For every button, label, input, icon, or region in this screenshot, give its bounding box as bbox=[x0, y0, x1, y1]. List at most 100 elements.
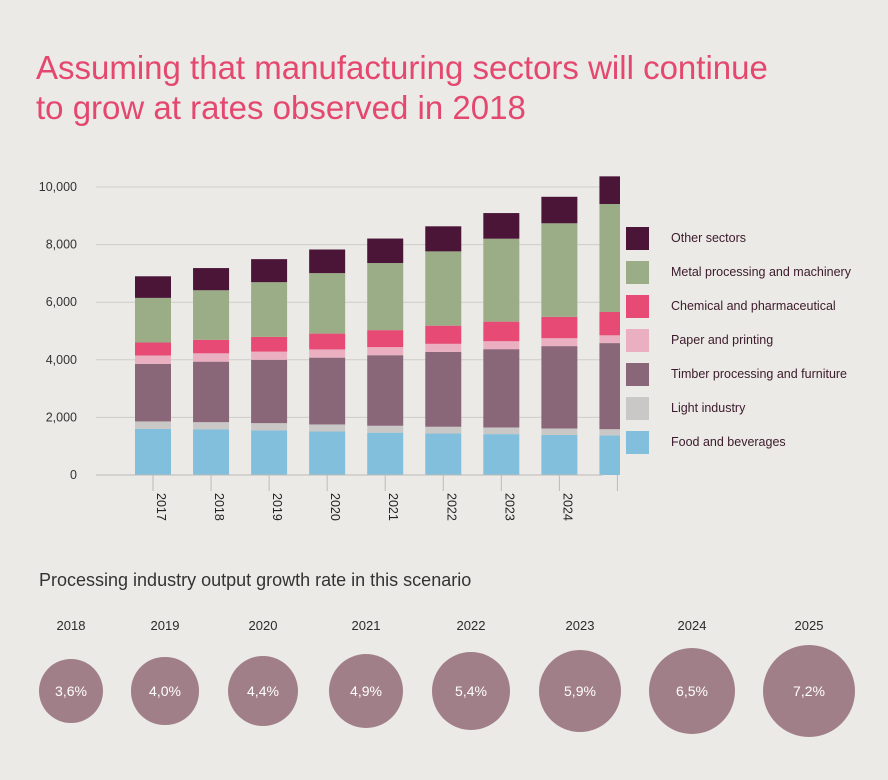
legend-swatch bbox=[626, 430, 649, 454]
legend-swatch bbox=[626, 328, 649, 352]
bar-segment bbox=[599, 176, 620, 204]
legend-item: Timber processing and furniture bbox=[626, 362, 847, 386]
bar-segment bbox=[251, 282, 288, 337]
bar-segment bbox=[541, 428, 578, 435]
bar-segment bbox=[193, 429, 230, 475]
bar-segment bbox=[541, 223, 578, 317]
bar-segment bbox=[483, 349, 520, 428]
y-tick-label: 10,000 bbox=[39, 180, 77, 194]
x-tick-label: 2025 bbox=[618, 493, 620, 521]
growth-year-label: 2022 bbox=[456, 618, 486, 633]
bar-segment bbox=[309, 431, 346, 475]
bar-segment bbox=[425, 433, 462, 475]
bar-segment bbox=[135, 276, 171, 298]
legend-item: Other sectors bbox=[626, 226, 746, 250]
growth-year-label: 2021 bbox=[351, 618, 381, 633]
bar-segment bbox=[425, 426, 462, 434]
bar-segment bbox=[309, 349, 346, 358]
bar-segment bbox=[425, 251, 462, 326]
bar-segment bbox=[367, 263, 404, 331]
bar-segment bbox=[135, 297, 171, 343]
bar-segment bbox=[599, 343, 620, 430]
bar-segment bbox=[135, 421, 171, 429]
y-tick-label: 8,000 bbox=[46, 238, 77, 252]
bar-segment bbox=[193, 339, 230, 354]
legend-item: Metal processing and machinery bbox=[626, 260, 851, 284]
y-tick-label: 2,000 bbox=[46, 410, 77, 424]
bar-segment bbox=[367, 355, 404, 426]
x-tick-label: 2019 bbox=[270, 493, 284, 521]
bar-segment bbox=[135, 355, 171, 364]
x-tick-label: 2023 bbox=[502, 493, 516, 521]
chart-title: Assuming that manufacturing sectors will… bbox=[36, 48, 856, 128]
chart-title-line-2: to grow at rates observed in 2018 bbox=[36, 89, 526, 126]
bar-segment bbox=[541, 338, 578, 347]
y-tick-label: 4,000 bbox=[46, 353, 77, 367]
bar-segment bbox=[367, 238, 404, 264]
growth-year-label: 2025 bbox=[794, 618, 824, 633]
stacked-bar-chart: 0 2,000 4,000 6,000 8,000 10,000 2017 2018 2019 2… bbox=[39, 176, 620, 521]
bar-segment bbox=[599, 311, 620, 336]
chart-title-line-1: Assuming that manufacturing sectors will… bbox=[36, 49, 768, 86]
legend-swatch bbox=[626, 294, 649, 318]
legend-label: Paper and printing bbox=[671, 333, 774, 347]
bar-segment bbox=[599, 435, 620, 475]
bar-segment bbox=[541, 346, 578, 429]
growth-rate-circle: 5,9% bbox=[539, 650, 621, 732]
legend-swatch bbox=[626, 396, 649, 420]
bar-segment bbox=[367, 432, 404, 475]
bar-segment bbox=[251, 430, 288, 475]
bar-segment bbox=[367, 425, 404, 433]
bar-segment bbox=[251, 423, 288, 431]
bar-segment bbox=[309, 357, 346, 425]
legend-swatch bbox=[626, 260, 649, 284]
bar-segment bbox=[193, 290, 230, 340]
growth-year-label: 2020 bbox=[248, 618, 278, 633]
bar-segment bbox=[193, 268, 230, 291]
bar-segment bbox=[367, 347, 404, 356]
growth-year-label: 2019 bbox=[150, 618, 180, 633]
growth-rate-circle: 7,2% bbox=[763, 645, 855, 737]
bar-segment bbox=[135, 363, 171, 422]
x-tick-label: 2024 bbox=[560, 493, 574, 521]
x-tick-label: 2021 bbox=[386, 493, 400, 521]
bar-segment bbox=[193, 353, 230, 362]
bar-segment bbox=[309, 333, 346, 350]
bar-segment bbox=[251, 259, 288, 283]
bar-segment bbox=[541, 316, 578, 339]
bar-segment bbox=[425, 226, 462, 252]
bar-segment bbox=[425, 343, 462, 352]
legend-label: Food and beverages bbox=[671, 435, 786, 449]
bar-segment bbox=[541, 434, 578, 475]
legend-item: Chemical and pharmaceutical bbox=[626, 294, 836, 318]
bar-segment bbox=[251, 336, 288, 352]
legend-label: Other sectors bbox=[671, 231, 747, 245]
legend-swatch bbox=[626, 362, 649, 386]
bar-segment bbox=[483, 434, 520, 475]
growth-year-label: 2023 bbox=[565, 618, 595, 633]
bar-segment bbox=[309, 424, 346, 432]
bar-segment bbox=[483, 321, 520, 342]
bar-segment bbox=[367, 330, 404, 348]
bar-segment bbox=[483, 213, 520, 239]
bar-segment bbox=[599, 203, 620, 312]
growth-rate-circle: 4,0% bbox=[131, 657, 199, 725]
legend-label: Light industry bbox=[671, 401, 746, 415]
growth-rate-circle: 4,4% bbox=[227, 655, 299, 727]
bar-segment bbox=[193, 422, 230, 430]
y-tick-label: 0 bbox=[70, 468, 77, 482]
growth-year-label: 2018 bbox=[56, 618, 86, 633]
bar-segment bbox=[309, 273, 346, 334]
x-tick-label: 2020 bbox=[328, 493, 342, 521]
bar-segment bbox=[135, 428, 171, 475]
growth-rate-circle: 3,6% bbox=[39, 659, 103, 723]
bar-segment bbox=[483, 341, 520, 350]
y-tick-label: 6,000 bbox=[46, 295, 77, 309]
bar-segment bbox=[251, 359, 288, 424]
bar-segment bbox=[483, 238, 520, 322]
x-tick-label: 2017 bbox=[154, 493, 168, 521]
bar-segment bbox=[541, 196, 578, 224]
bar-segment bbox=[135, 342, 171, 356]
bar-segment bbox=[193, 361, 230, 423]
legend-swatch bbox=[626, 226, 649, 250]
